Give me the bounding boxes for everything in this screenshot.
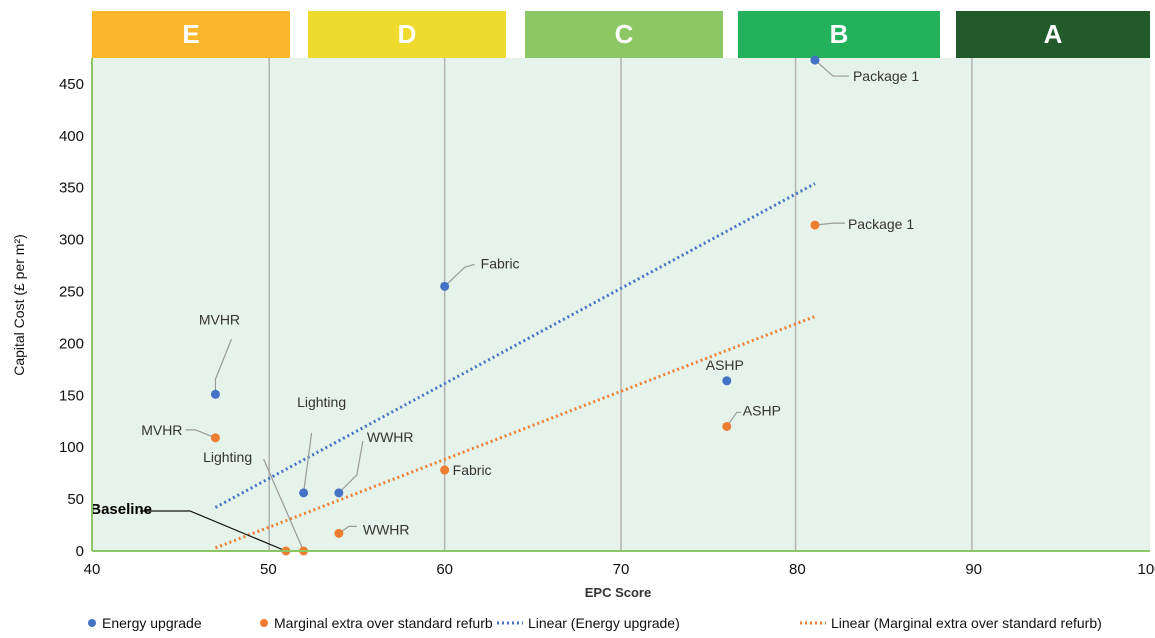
marginal-extra-point <box>440 465 450 475</box>
epc-band-e <box>92 11 290 58</box>
x-tick-label: 70 <box>613 561 630 578</box>
epc-band-b <box>738 11 940 58</box>
label-leader-line <box>338 440 364 494</box>
energy-upgrade-point <box>334 488 344 498</box>
plot-area <box>92 58 1150 551</box>
x-tick-label: 80 <box>789 561 806 578</box>
label-leader-line <box>303 432 313 493</box>
epc-band-label: D <box>398 19 417 49</box>
energy-upgrade-point <box>722 376 732 386</box>
legend-marker <box>88 619 96 627</box>
point-label: Lighting <box>203 449 252 465</box>
x-tick-label: 90 <box>965 561 982 578</box>
y-tick-label: 100 <box>59 439 84 456</box>
point-label: WWHR <box>367 429 414 445</box>
legend-label: Marginal extra over standard refurb <box>274 615 493 631</box>
y-tick-label: 200 <box>59 335 84 352</box>
legend-label: Linear (Marginal extra over standard ref… <box>831 615 1102 631</box>
label-leader-line <box>726 411 741 427</box>
trendlines <box>214 182 816 550</box>
epc-band-c <box>525 11 723 58</box>
label-leader-line <box>139 510 287 552</box>
x-axis-title: EPC Score <box>585 585 651 600</box>
y-tick-label: 150 <box>59 387 84 404</box>
legend-marker <box>260 619 268 627</box>
legend-label: Linear (Energy upgrade) <box>528 615 680 631</box>
point-label: Fabric <box>453 462 492 478</box>
point-label: Lighting <box>297 394 346 410</box>
y-tick-label: 0 <box>76 543 84 560</box>
point-label: MVHR <box>141 422 182 438</box>
label-leader-line <box>263 458 305 552</box>
energy-upgrade-point <box>210 389 220 399</box>
marginal-extra-point <box>210 433 220 443</box>
y-tick-label: 350 <box>59 180 84 197</box>
epc-band-label: C <box>615 19 634 49</box>
x-tick-label: 60 <box>436 561 453 578</box>
point-labels: MVHR Lighting WWHR Fabric ASHP Package 1 MVHR B… <box>90 59 919 552</box>
trendline-marginal-extra <box>214 315 816 550</box>
marginal-extra-point <box>334 528 344 538</box>
label-leader-line <box>814 222 845 226</box>
x-tick-label: 50 <box>260 561 277 578</box>
point-label: ASHP <box>743 402 781 418</box>
epc-band-label: B <box>830 19 849 49</box>
label-leader-line <box>814 59 849 77</box>
marginal-extra-point <box>722 421 732 431</box>
y-tick-label: 50 <box>67 491 84 508</box>
axes: 0 50 100 150 200 250 300 350 400 450 40 50 60 70 80 90 1… <box>59 58 1155 578</box>
point-label: Package 1 <box>848 216 914 232</box>
point-label: WWHR <box>363 521 410 537</box>
point-label: Fabric <box>481 255 520 271</box>
trendline-energy-upgrade <box>214 182 816 509</box>
energy-upgrade-point <box>440 281 450 291</box>
epc-band-d <box>308 11 506 58</box>
y-tick-label: 300 <box>59 232 84 249</box>
point-label: MVHR <box>199 311 240 327</box>
y-axis-title: Capital Cost (£ per m²) <box>11 234 27 376</box>
y-tick-label: 250 <box>59 284 84 301</box>
energy-upgrade-point <box>810 55 820 65</box>
label-leader-line <box>185 429 216 439</box>
point-label: Package 1 <box>853 68 919 84</box>
x-tick-label: 40 <box>84 561 101 578</box>
y-tick-label: 450 <box>59 76 84 93</box>
point-label: ASHP <box>706 357 744 373</box>
marginal-extra-point <box>810 220 820 230</box>
legend: Energy upgrade Marginal extra over standa… <box>88 615 1102 631</box>
legend-label: Energy upgrade <box>102 615 202 631</box>
label-leader-line <box>444 263 475 287</box>
epc-band-label: A <box>1044 19 1063 49</box>
point-label: Baseline <box>90 501 152 518</box>
energy-upgrade-point <box>299 488 309 498</box>
label-leader-line <box>214 339 232 395</box>
y-tick-label: 400 <box>59 128 84 145</box>
epc-band-a <box>956 11 1150 58</box>
x-tick-label: 100 <box>1137 561 1155 578</box>
epc-band-label: E <box>182 19 199 49</box>
